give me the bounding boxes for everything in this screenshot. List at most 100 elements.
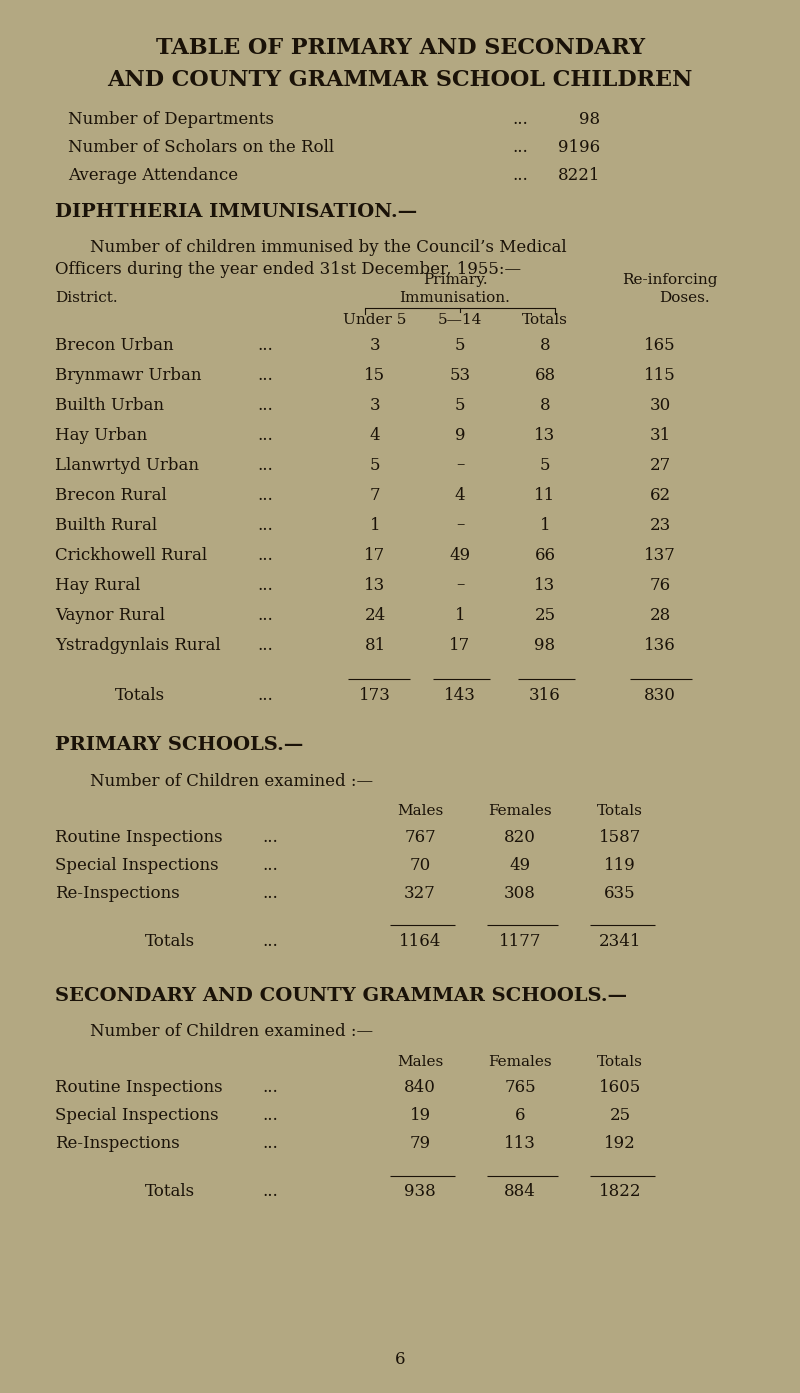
Text: ...: ... bbox=[512, 139, 528, 156]
Text: Builth Rural: Builth Rural bbox=[55, 517, 157, 534]
Text: SECONDARY AND COUNTY GRAMMAR SCHOOLS.—: SECONDARY AND COUNTY GRAMMAR SCHOOLS.— bbox=[55, 988, 627, 1004]
Text: 820: 820 bbox=[504, 829, 536, 846]
Text: Re-Inspections: Re-Inspections bbox=[55, 885, 180, 901]
Text: Males: Males bbox=[397, 1055, 443, 1068]
Text: 165: 165 bbox=[644, 337, 676, 354]
Text: AND COUNTY GRAMMAR SCHOOL CHILDREN: AND COUNTY GRAMMAR SCHOOL CHILDREN bbox=[107, 70, 693, 91]
Text: Under 5: Under 5 bbox=[343, 313, 406, 327]
Text: 4: 4 bbox=[370, 426, 380, 443]
Text: Totals: Totals bbox=[145, 1184, 195, 1201]
Text: 8: 8 bbox=[540, 337, 550, 354]
Text: Officers during the year ended 31st December, 1955:—: Officers during the year ended 31st Dece… bbox=[55, 262, 521, 279]
Text: 98: 98 bbox=[579, 111, 600, 128]
Text: DIPHTHERIA IMMUNISATION.—: DIPHTHERIA IMMUNISATION.— bbox=[55, 203, 417, 221]
Text: 635: 635 bbox=[604, 885, 636, 901]
Text: 8221: 8221 bbox=[558, 167, 600, 184]
Text: 15: 15 bbox=[365, 366, 386, 383]
Text: Re-Inspections: Re-Inspections bbox=[55, 1135, 180, 1152]
Text: PRIMARY SCHOOLS.—: PRIMARY SCHOOLS.— bbox=[55, 736, 303, 754]
Text: Totals: Totals bbox=[145, 932, 195, 950]
Text: 13: 13 bbox=[534, 426, 556, 443]
Text: 98: 98 bbox=[534, 637, 555, 653]
Text: 25: 25 bbox=[610, 1107, 630, 1124]
Text: ...: ... bbox=[257, 637, 273, 653]
Text: –: – bbox=[456, 577, 464, 593]
Text: 136: 136 bbox=[644, 637, 676, 653]
Text: Number of Departments: Number of Departments bbox=[68, 111, 274, 128]
Text: Females: Females bbox=[488, 1055, 552, 1068]
Text: 30: 30 bbox=[650, 397, 670, 414]
Text: ...: ... bbox=[262, 1135, 278, 1152]
Text: 137: 137 bbox=[644, 546, 676, 564]
Text: 17: 17 bbox=[364, 546, 386, 564]
Text: ...: ... bbox=[257, 517, 273, 534]
Text: Special Inspections: Special Inspections bbox=[55, 857, 218, 873]
Text: ...: ... bbox=[257, 337, 273, 354]
Text: ...: ... bbox=[257, 397, 273, 414]
Text: ...: ... bbox=[257, 486, 273, 503]
Text: 19: 19 bbox=[410, 1107, 430, 1124]
Text: ...: ... bbox=[512, 167, 528, 184]
Text: Hay Rural: Hay Rural bbox=[55, 577, 140, 593]
Text: ...: ... bbox=[512, 111, 528, 128]
Text: Routine Inspections: Routine Inspections bbox=[55, 1080, 222, 1096]
Text: TABLE OF PRIMARY AND SECONDARY: TABLE OF PRIMARY AND SECONDARY bbox=[155, 38, 645, 59]
Text: 13: 13 bbox=[364, 577, 386, 593]
Text: ...: ... bbox=[262, 932, 278, 950]
Text: Number of children immunised by the Council’s Medical: Number of children immunised by the Coun… bbox=[90, 240, 566, 256]
Text: ...: ... bbox=[257, 366, 273, 383]
Text: 1605: 1605 bbox=[599, 1080, 641, 1096]
Text: 66: 66 bbox=[534, 546, 555, 564]
Text: Vaynor Rural: Vaynor Rural bbox=[55, 606, 165, 624]
Text: Doses.: Doses. bbox=[659, 291, 710, 305]
Text: Males: Males bbox=[397, 804, 443, 818]
Text: 316: 316 bbox=[529, 687, 561, 703]
Text: 1: 1 bbox=[454, 606, 466, 624]
Text: Llanwrtyd Urban: Llanwrtyd Urban bbox=[55, 457, 199, 474]
Text: 1164: 1164 bbox=[399, 932, 441, 950]
Text: 6: 6 bbox=[394, 1351, 406, 1368]
Text: 5: 5 bbox=[454, 337, 466, 354]
Text: 53: 53 bbox=[450, 366, 470, 383]
Text: ...: ... bbox=[257, 457, 273, 474]
Text: Number of Children examined :—: Number of Children examined :— bbox=[90, 1024, 373, 1041]
Text: 49: 49 bbox=[510, 857, 530, 873]
Text: 308: 308 bbox=[504, 885, 536, 901]
Text: 765: 765 bbox=[504, 1080, 536, 1096]
Text: 9196: 9196 bbox=[558, 139, 600, 156]
Text: Hay Urban: Hay Urban bbox=[55, 426, 147, 443]
Text: ...: ... bbox=[262, 829, 278, 846]
Text: ...: ... bbox=[262, 885, 278, 901]
Text: 938: 938 bbox=[404, 1184, 436, 1201]
Text: 192: 192 bbox=[604, 1135, 636, 1152]
Text: 5—14: 5—14 bbox=[438, 313, 482, 327]
Text: 115: 115 bbox=[644, 366, 676, 383]
Text: District.: District. bbox=[55, 291, 118, 305]
Text: 28: 28 bbox=[650, 606, 670, 624]
Text: 81: 81 bbox=[364, 637, 386, 653]
Text: 143: 143 bbox=[444, 687, 476, 703]
Text: 17: 17 bbox=[450, 637, 470, 653]
Text: 9: 9 bbox=[454, 426, 466, 443]
Text: 25: 25 bbox=[534, 606, 555, 624]
Text: 27: 27 bbox=[650, 457, 670, 474]
Text: ...: ... bbox=[257, 546, 273, 564]
Text: Brynmawr Urban: Brynmawr Urban bbox=[55, 366, 202, 383]
Text: 62: 62 bbox=[650, 486, 670, 503]
Text: –: – bbox=[456, 457, 464, 474]
Text: 5: 5 bbox=[454, 397, 466, 414]
Text: ...: ... bbox=[262, 857, 278, 873]
Text: 11: 11 bbox=[534, 486, 556, 503]
Text: ...: ... bbox=[262, 1184, 278, 1201]
Text: 6: 6 bbox=[514, 1107, 526, 1124]
Text: 7: 7 bbox=[370, 486, 380, 503]
Text: 4: 4 bbox=[454, 486, 466, 503]
Text: 3: 3 bbox=[370, 397, 380, 414]
Text: 3: 3 bbox=[370, 337, 380, 354]
Text: 68: 68 bbox=[534, 366, 555, 383]
Text: ...: ... bbox=[257, 606, 273, 624]
Text: ...: ... bbox=[257, 426, 273, 443]
Text: 1: 1 bbox=[370, 517, 380, 534]
Text: 830: 830 bbox=[644, 687, 676, 703]
Text: 5: 5 bbox=[540, 457, 550, 474]
